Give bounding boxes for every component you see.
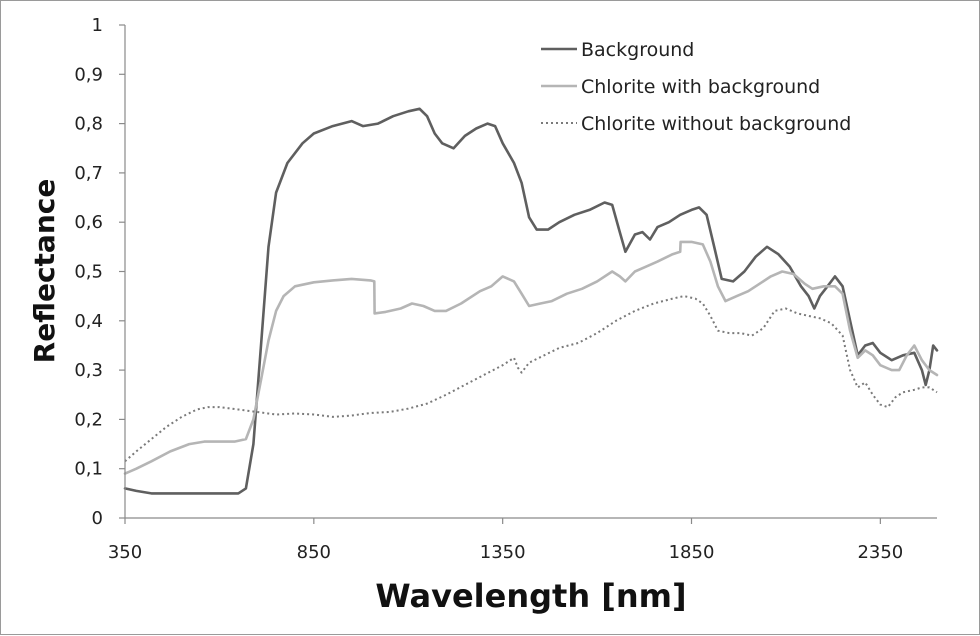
y-tick-label: 0,1 (74, 459, 103, 480)
legend-label-2: Chlorite with background (581, 76, 820, 98)
series-line-2 (123, 240, 939, 475)
series-line-3 (124, 295, 938, 463)
x-tick-label: 1350 (480, 542, 526, 563)
x-tick-label: 1850 (669, 542, 715, 563)
x-axis-title: Wavelength [nm] (375, 577, 686, 615)
x-tick-label: 850 (297, 542, 331, 563)
y-tick-label: 0,7 (74, 163, 103, 184)
y-axis-title: Reflectance (28, 179, 61, 364)
series-layer (123, 107, 939, 495)
y-tick-label: 1 (92, 15, 103, 36)
legend-label-1: Background (581, 39, 694, 61)
y-tick-label: 0,6 (74, 212, 103, 233)
y-tick-label: 0,8 (74, 114, 103, 135)
y-tick-label: 0,4 (74, 311, 103, 332)
x-tick-label: 350 (108, 542, 142, 563)
y-tick-label: 0 (92, 508, 103, 529)
y-tick-label: 0,3 (74, 360, 103, 381)
axes-layer (124, 25, 937, 519)
y-tick-label: 0,5 (74, 262, 103, 283)
x-tick-label: 2350 (857, 542, 903, 563)
legend: Background Chlorite with background Chlori… (541, 39, 851, 135)
legend-label-3: Chlorite without background (581, 113, 851, 135)
y-tick-label: 0,9 (74, 64, 103, 85)
y-tick-label: 0,2 (74, 409, 103, 430)
series-line-1 (123, 107, 939, 495)
